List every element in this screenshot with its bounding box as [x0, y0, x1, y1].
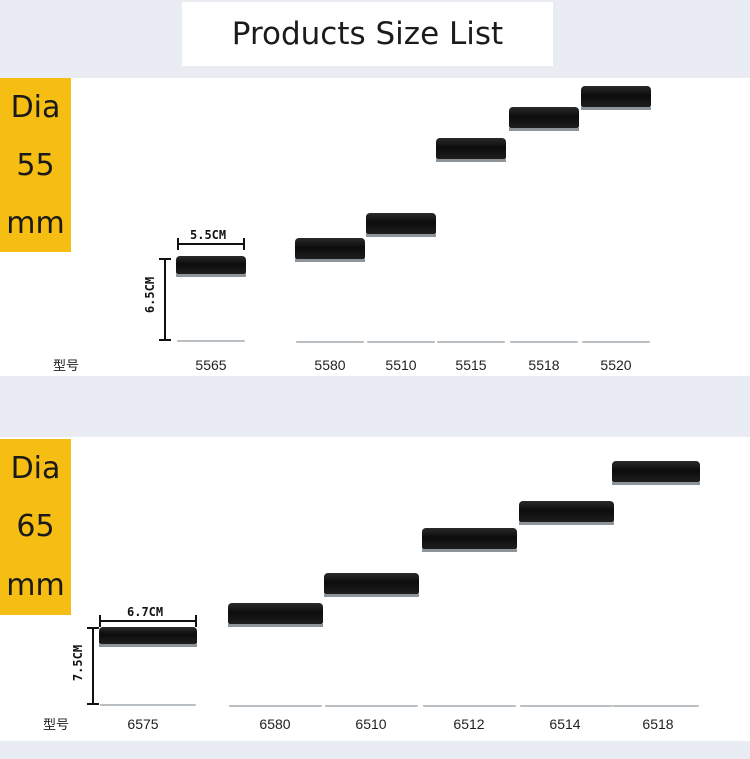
model-label: 5580: [314, 357, 346, 373]
model-label: 5515: [455, 357, 487, 373]
jar-5515: [436, 138, 506, 343]
tag-line-2: 65: [16, 509, 55, 545]
jar-6575: [99, 627, 197, 706]
model-label: 6512: [453, 716, 485, 732]
tag-line-3: mm: [6, 568, 65, 604]
model-label: 6518: [642, 716, 674, 732]
jar-6518: [612, 461, 700, 707]
jar-6514: [519, 501, 614, 707]
model-heading: 型号: [53, 359, 80, 374]
width-dimension-line: [99, 615, 197, 627]
model-label: 5520: [600, 357, 632, 373]
model-heading: 型号: [43, 718, 70, 733]
jar-6512: [422, 528, 517, 707]
height-dimension-line: [159, 258, 171, 341]
model-label: 5510: [385, 357, 417, 373]
jar-5580: [295, 238, 365, 343]
tag-line-2: 55: [16, 147, 55, 183]
width-dimension-label: 5.5CM: [190, 228, 227, 242]
page-title: Products Size List: [182, 2, 553, 66]
jar-5565: [176, 256, 246, 342]
jar-5520: [581, 86, 651, 343]
model-label: 6580: [259, 716, 291, 732]
jar-6580: [228, 603, 323, 707]
height-dimension-label: 6.5CM: [143, 276, 158, 314]
model-label: 6510: [355, 716, 387, 732]
diameter-tag-55: Dia 55 mm: [0, 78, 71, 252]
tag-line-3: mm: [6, 205, 65, 241]
jar-5518: [509, 107, 579, 343]
diameter-tag-65: Dia 65 mm: [0, 439, 71, 615]
tag-line-1: Dia: [10, 89, 61, 125]
model-label: 6514: [549, 716, 581, 732]
model-label: 5565: [195, 357, 227, 373]
height-dimension-line: [87, 627, 99, 705]
jar-6510: [324, 573, 419, 707]
tag-line-1: Dia: [10, 450, 61, 486]
model-label: 5518: [528, 357, 560, 373]
width-dimension-label: 6.7CM: [127, 605, 164, 619]
height-dimension-label: 7.5CM: [71, 644, 86, 682]
width-dimension-line: [177, 238, 245, 250]
model-label: 6575: [127, 716, 159, 732]
jar-5510: [366, 213, 436, 343]
